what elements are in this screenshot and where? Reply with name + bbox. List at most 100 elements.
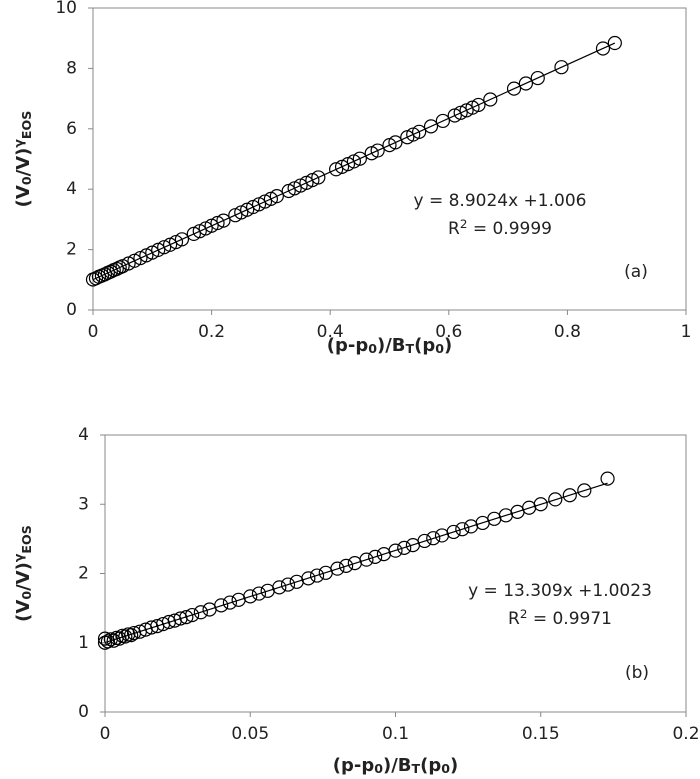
data-point: [533, 497, 548, 512]
panel-label: (a): [624, 262, 648, 282]
y-axis-label-part: γ: [11, 139, 26, 148]
data-point: [210, 215, 225, 231]
data-point: [100, 634, 116, 649]
x-axis-label-part: (p: [420, 755, 441, 776]
data-point: [446, 524, 461, 540]
y-tick-label: 1: [78, 633, 89, 653]
data-point: [368, 549, 383, 564]
x-tick-label: 0.05: [231, 724, 269, 744]
data-point: [548, 492, 563, 507]
x-tick-label: 0.2: [672, 724, 699, 744]
y-axis-label-part: 0: [19, 176, 34, 185]
data-point: [174, 232, 190, 247]
data-point: [222, 595, 238, 610]
y-axis-label-part: /V): [13, 562, 34, 591]
panel-label: (b): [625, 663, 649, 683]
x-axis-label-part: 0: [368, 341, 377, 356]
data-point: [301, 571, 316, 586]
data-point: [330, 561, 345, 576]
x-axis-label-part: 0: [435, 341, 444, 356]
data-point: [359, 552, 374, 567]
data-point: [600, 471, 615, 486]
r-squared-part: R: [508, 609, 520, 629]
x-axis-label-part: (p-p: [327, 335, 369, 356]
r-squared-part: = 0.9971: [527, 609, 612, 629]
data-point: [412, 124, 427, 139]
y-tick-label: 4: [78, 425, 89, 445]
y-axis-label-part: (V: [13, 185, 34, 207]
r-squared: R2 = 0.9999: [448, 217, 552, 239]
y-tick-label: 2: [78, 564, 89, 584]
x-axis-label-part: T: [406, 341, 415, 356]
y-tick-label: 2: [66, 240, 77, 260]
x-axis-label-part: ): [444, 335, 452, 356]
data-point: [388, 135, 403, 150]
data-point: [506, 81, 522, 96]
x-axis-label-part: (p-p: [333, 755, 375, 776]
x-tick-label: 0: [100, 724, 111, 744]
x-tick-label: 0: [88, 322, 99, 342]
data-point: [309, 568, 325, 583]
x-axis-label-part: 0: [441, 761, 450, 776]
data-point: [339, 558, 354, 573]
data-point: [329, 162, 344, 177]
r-squared: R2 = 0.9971: [508, 607, 612, 629]
x-axis-label-part: ): [450, 755, 458, 776]
x-tick-label: 0.4: [317, 322, 344, 342]
data-point: [453, 105, 468, 120]
data-point: [577, 483, 592, 498]
x-tick-label: 1: [681, 322, 692, 342]
y-axis-label-part: /V): [13, 148, 34, 177]
x-axis-label-part: )/B: [383, 755, 412, 776]
x-tick-label: 0.6: [435, 322, 462, 342]
data-point: [554, 60, 569, 75]
x-axis-label-part: )/B: [377, 335, 406, 356]
data-point: [352, 151, 367, 166]
y-axis-label-part: (V: [13, 600, 34, 622]
data-point: [562, 488, 577, 503]
data-point: [251, 586, 267, 601]
x-tick-label: 0.2: [198, 322, 225, 342]
data-point: [423, 119, 439, 134]
data-point: [388, 543, 403, 558]
data-point: [243, 589, 258, 604]
data-point: [435, 113, 450, 129]
x-tick-label: 0.15: [522, 724, 560, 744]
y-axis-label-part: EOS: [19, 525, 34, 553]
x-tick-label: 0.1: [382, 724, 409, 744]
data-point: [272, 580, 287, 595]
x-axis-label-part: 0: [374, 761, 383, 776]
data-point: [157, 240, 172, 255]
r-squared-part: 2: [460, 217, 468, 231]
data-point: [214, 598, 229, 613]
x-axis-label-part: T: [412, 761, 421, 776]
data-point: [185, 607, 200, 623]
x-tick-label: 0.8: [554, 322, 581, 342]
data-point: [118, 629, 133, 644]
data-point: [193, 605, 208, 620]
data-point: [179, 610, 194, 625]
data-point: [124, 628, 139, 643]
y-tick-label: 10: [55, 0, 77, 18]
y-axis-label-part: 0: [19, 591, 34, 600]
data-point: [269, 189, 284, 204]
plot-frame: [104, 434, 687, 713]
y-axis-label: (V0/V)γEOS: [11, 525, 34, 622]
r-squared-part: R: [448, 219, 460, 239]
y-tick-label: 8: [66, 58, 77, 78]
data-point: [471, 97, 486, 113]
data-point: [397, 540, 412, 555]
data-point: [607, 35, 622, 51]
equation: y = 8.9024x +1.006: [414, 191, 587, 211]
data-point: [97, 631, 113, 646]
r-squared-part: 2: [520, 607, 528, 621]
x-axis-label: (p-p0)/BT(p0): [327, 335, 452, 356]
y-tick-label: 4: [66, 179, 77, 199]
data-point: [280, 577, 296, 592]
y-axis-label-part: EOS: [19, 111, 34, 139]
data-point: [483, 92, 498, 107]
data-point: [595, 41, 611, 56]
data-point: [530, 70, 545, 86]
x-axis-label: (p-p0)/BT(p0): [333, 755, 458, 776]
